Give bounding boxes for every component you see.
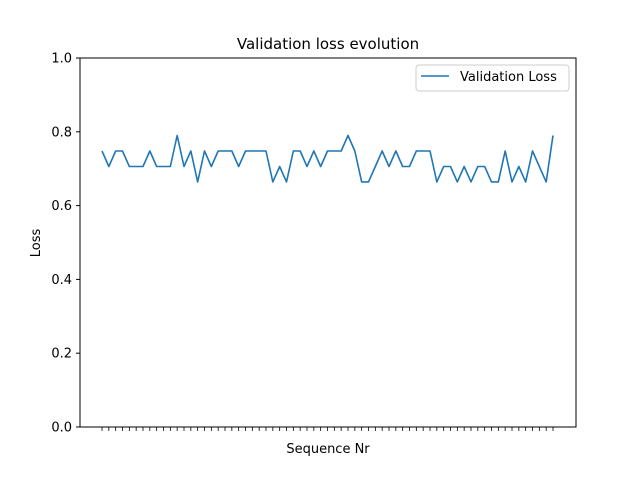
chart-title: Validation loss evolution xyxy=(237,35,419,53)
x-axis-label: Sequence Nr xyxy=(286,442,370,457)
y-axis: 0.0 0.2 0.4 0.6 0.8 1.0 xyxy=(51,52,80,436)
y-tick-label: 1.0 xyxy=(51,52,72,67)
plot-frame xyxy=(79,57,577,428)
y-axis-label: Loss xyxy=(29,229,44,258)
y-tick-label: 0.4 xyxy=(51,273,72,288)
legend: Validation Loss xyxy=(415,64,570,92)
legend-label: Validation Loss xyxy=(460,70,557,85)
validation-loss-line xyxy=(101,134,554,183)
x-axis xyxy=(101,427,554,431)
y-tick-label: 0.2 xyxy=(51,347,72,362)
legend-box xyxy=(415,64,570,92)
y-tick-label: 0.6 xyxy=(51,199,72,214)
y-tick-label: 0.0 xyxy=(51,421,72,436)
y-tick-label: 0.8 xyxy=(51,125,72,140)
